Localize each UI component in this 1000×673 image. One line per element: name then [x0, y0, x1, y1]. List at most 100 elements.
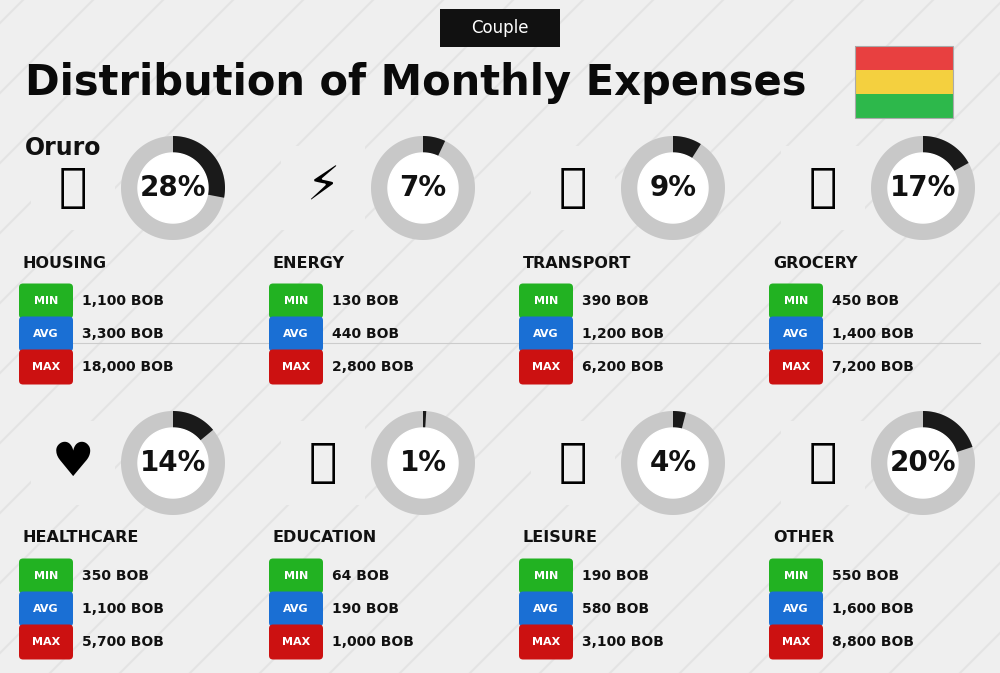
Text: MAX: MAX	[32, 637, 60, 647]
Text: AVG: AVG	[783, 604, 809, 614]
Polygon shape	[388, 428, 458, 498]
Text: MIN: MIN	[534, 571, 558, 581]
FancyBboxPatch shape	[769, 592, 823, 627]
Polygon shape	[888, 428, 958, 498]
Text: AVG: AVG	[533, 604, 559, 614]
Text: 130 BOB: 130 BOB	[332, 294, 399, 308]
Text: MIN: MIN	[784, 571, 808, 581]
Text: LEISURE: LEISURE	[523, 530, 598, 546]
Text: MIN: MIN	[34, 571, 58, 581]
Polygon shape	[138, 153, 208, 223]
Text: 1,200 BOB: 1,200 BOB	[582, 327, 664, 341]
Text: Couple: Couple	[471, 19, 529, 37]
Text: MIN: MIN	[284, 296, 308, 306]
FancyBboxPatch shape	[519, 283, 573, 318]
FancyBboxPatch shape	[769, 559, 823, 594]
Text: 440 BOB: 440 BOB	[332, 327, 399, 341]
Text: MAX: MAX	[532, 362, 560, 372]
Text: MIN: MIN	[284, 571, 308, 581]
Text: 🚌: 🚌	[559, 166, 587, 211]
Text: 1,100 BOB: 1,100 BOB	[82, 294, 164, 308]
FancyBboxPatch shape	[855, 46, 953, 70]
FancyBboxPatch shape	[31, 146, 115, 230]
Text: EDUCATION: EDUCATION	[273, 530, 377, 546]
Text: 2,800 BOB: 2,800 BOB	[332, 360, 414, 374]
FancyBboxPatch shape	[519, 625, 573, 660]
Text: 20%: 20%	[890, 449, 956, 477]
Text: AVG: AVG	[33, 329, 59, 339]
Polygon shape	[121, 411, 225, 515]
Text: ♥: ♥	[52, 441, 94, 485]
Polygon shape	[888, 153, 958, 223]
Polygon shape	[138, 428, 208, 498]
Text: 6,200 BOB: 6,200 BOB	[582, 360, 664, 374]
Polygon shape	[871, 411, 975, 515]
Text: 1,000 BOB: 1,000 BOB	[332, 635, 414, 649]
Text: 190 BOB: 190 BOB	[332, 602, 399, 616]
Text: 5,700 BOB: 5,700 BOB	[82, 635, 164, 649]
Polygon shape	[173, 136, 225, 198]
Text: 1,400 BOB: 1,400 BOB	[832, 327, 914, 341]
Polygon shape	[673, 411, 686, 429]
Text: 18,000 BOB: 18,000 BOB	[82, 360, 174, 374]
Text: MIN: MIN	[534, 296, 558, 306]
Polygon shape	[871, 136, 975, 240]
Text: MAX: MAX	[782, 637, 810, 647]
FancyBboxPatch shape	[855, 94, 953, 118]
FancyBboxPatch shape	[31, 421, 115, 505]
FancyBboxPatch shape	[769, 316, 823, 351]
Text: TRANSPORT: TRANSPORT	[523, 256, 631, 271]
Polygon shape	[388, 153, 458, 223]
Text: MIN: MIN	[784, 296, 808, 306]
Text: GROCERY: GROCERY	[773, 256, 858, 271]
FancyBboxPatch shape	[781, 421, 865, 505]
Polygon shape	[638, 153, 708, 223]
Polygon shape	[923, 411, 972, 452]
Text: 28%: 28%	[140, 174, 206, 202]
FancyBboxPatch shape	[531, 146, 615, 230]
Text: 580 BOB: 580 BOB	[582, 602, 649, 616]
FancyBboxPatch shape	[269, 316, 323, 351]
FancyBboxPatch shape	[19, 559, 73, 594]
FancyBboxPatch shape	[781, 146, 865, 230]
FancyBboxPatch shape	[519, 349, 573, 384]
Text: 4%: 4%	[649, 449, 697, 477]
Text: AVG: AVG	[283, 604, 309, 614]
FancyBboxPatch shape	[855, 70, 953, 94]
FancyBboxPatch shape	[269, 592, 323, 627]
Text: OTHER: OTHER	[773, 530, 834, 546]
Text: 7%: 7%	[399, 174, 447, 202]
FancyBboxPatch shape	[19, 349, 73, 384]
Text: 64 BOB: 64 BOB	[332, 569, 389, 583]
Text: Distribution of Monthly Expenses: Distribution of Monthly Expenses	[25, 62, 806, 104]
Text: AVG: AVG	[533, 329, 559, 339]
FancyBboxPatch shape	[769, 625, 823, 660]
Text: MAX: MAX	[782, 362, 810, 372]
Text: 🛒: 🛒	[809, 166, 837, 211]
Text: 350 BOB: 350 BOB	[82, 569, 149, 583]
Polygon shape	[638, 428, 708, 498]
Text: 14%: 14%	[140, 449, 206, 477]
FancyBboxPatch shape	[281, 421, 365, 505]
Text: 390 BOB: 390 BOB	[582, 294, 649, 308]
Polygon shape	[621, 136, 725, 240]
Polygon shape	[423, 411, 426, 428]
Text: AVG: AVG	[33, 604, 59, 614]
FancyBboxPatch shape	[440, 9, 560, 47]
Polygon shape	[673, 136, 701, 158]
Text: 1%: 1%	[400, 449, 447, 477]
Text: 🎓: 🎓	[309, 441, 337, 485]
FancyBboxPatch shape	[769, 349, 823, 384]
FancyBboxPatch shape	[769, 283, 823, 318]
FancyBboxPatch shape	[19, 316, 73, 351]
Polygon shape	[173, 411, 213, 441]
Polygon shape	[371, 411, 475, 515]
Text: MAX: MAX	[282, 637, 310, 647]
Text: 7,200 BOB: 7,200 BOB	[832, 360, 914, 374]
Text: HOUSING: HOUSING	[23, 256, 107, 271]
Text: 3,100 BOB: 3,100 BOB	[582, 635, 664, 649]
Text: 9%: 9%	[650, 174, 696, 202]
FancyBboxPatch shape	[269, 625, 323, 660]
FancyBboxPatch shape	[19, 283, 73, 318]
Text: 3,300 BOB: 3,300 BOB	[82, 327, 164, 341]
